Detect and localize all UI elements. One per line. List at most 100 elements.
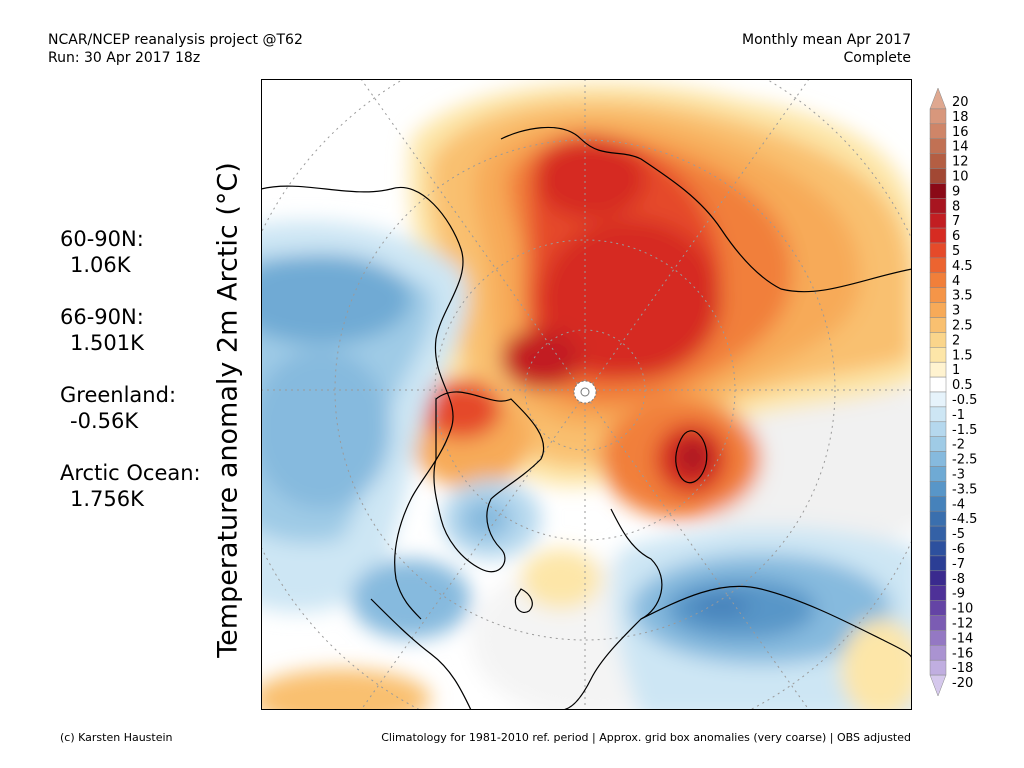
- header-left: NCAR/NCEP reanalysis project @T62 Run: 3…: [48, 31, 303, 67]
- credit: (c) Karsten Haustein: [60, 731, 173, 744]
- colorbar-label: 16: [952, 125, 969, 140]
- stat-label: 66-90N:: [60, 305, 144, 329]
- colorbar-label: 0.5: [952, 378, 973, 393]
- stat-arctic-ocean: Arctic Ocean: 1.756K: [60, 460, 201, 512]
- period-label: Monthly mean Apr 2017: [742, 32, 911, 48]
- colorbar-cell: [929, 510, 947, 527]
- stat-label: Arctic Ocean:: [60, 461, 201, 485]
- stat-value: 1.756K: [70, 487, 144, 511]
- colorbar-label: -20: [952, 676, 973, 691]
- colorbar-cell: [929, 674, 947, 697]
- colorbar-label: 1.5: [952, 348, 973, 363]
- stat-label: Greenland:: [60, 383, 177, 407]
- colorbar-label: -2.5: [952, 453, 977, 468]
- coastlines: [261, 126, 912, 710]
- colorbar-label: -1.5: [952, 423, 977, 438]
- colorbar-cell: [929, 123, 947, 139]
- colorbar-label: -2: [952, 438, 965, 453]
- colorbar-label: 3: [952, 304, 960, 319]
- colorbar-cell: [929, 555, 947, 572]
- colorbar-cell: [929, 436, 947, 452]
- colorbar-cell: [929, 451, 947, 467]
- colorbar-cell: [929, 153, 947, 169]
- colorbar-cell: [929, 108, 947, 125]
- header-right: Monthly mean Apr 2017 Complete: [742, 31, 911, 67]
- stat-60-90n: 60-90N: 1.06K: [60, 226, 201, 278]
- colorbar-label: 7: [952, 214, 960, 229]
- anomaly-field: [261, 82, 912, 710]
- colorbar-cell: [929, 302, 947, 318]
- colorbar-cell: [929, 227, 947, 244]
- pole-marker: [573, 380, 597, 404]
- colorbar-cell: [929, 406, 947, 423]
- colorbar-cell: [929, 138, 947, 154]
- colorbar-label: 9: [952, 184, 960, 199]
- colorbar-cell: [929, 630, 947, 646]
- colorbar-label: -10: [952, 602, 973, 617]
- colorbar-cell: [929, 347, 947, 363]
- colorbar-cell: [929, 87, 947, 110]
- colorbar-label: 8: [952, 199, 960, 214]
- status-label: Complete: [843, 50, 911, 66]
- stat-label: 60-90N:: [60, 227, 144, 251]
- stats-panel: 60-90N: 1.06K 66-90N: 1.501K Greenland: …: [60, 226, 201, 538]
- colorbar-cell: [929, 317, 947, 333]
- colorbar-label: 12: [952, 155, 969, 170]
- colorbar-label: -3: [952, 467, 965, 482]
- stat-value: 1.06K: [70, 253, 131, 277]
- colorbar-cell: [929, 421, 947, 437]
- colorbar: 201816141210987654.543.532.521.510.5-0.5…: [929, 87, 977, 697]
- colorbar-label: 6: [952, 229, 960, 244]
- colorbar-label: 5: [952, 244, 960, 259]
- colorbar-cell: [929, 570, 947, 586]
- colorbar-cell: [929, 183, 947, 199]
- colorbar-label: -7: [952, 557, 965, 572]
- footer-note: Climatology for 1981-2010 ref. period | …: [381, 731, 911, 744]
- colorbar-cell: [929, 645, 947, 661]
- colorbar-label: 20: [952, 95, 969, 110]
- stat-greenland: Greenland: -0.56K: [60, 382, 201, 434]
- colorbar-label: 3.5: [952, 289, 973, 304]
- axis-label: Temperature anomaly 2m Arctic (°C): [212, 162, 244, 658]
- colorbar-cell: [929, 376, 947, 393]
- colorbar-label: -4.5: [952, 512, 977, 527]
- colorbar-label: 2: [952, 333, 960, 348]
- colorbar-cell: [929, 272, 947, 288]
- stat-value: -0.56K: [70, 409, 139, 433]
- colorbar-label: -9: [952, 587, 965, 602]
- colorbar-cell: [929, 540, 947, 557]
- colorbar-label: -1: [952, 408, 965, 423]
- colorbar-cell: [929, 600, 947, 616]
- colorbar-cell: [929, 332, 947, 348]
- colorbar-label: -14: [952, 631, 973, 646]
- colorbar-cell: [929, 615, 947, 631]
- colorbar-cell: [929, 585, 947, 601]
- colorbar-label: 14: [952, 140, 969, 155]
- colorbar-label: -4: [952, 497, 965, 512]
- colorbar-cell: [929, 257, 947, 274]
- colorbar-label: 1: [952, 363, 960, 378]
- colorbar-cell: [929, 496, 947, 512]
- colorbar-label: -5: [952, 527, 965, 542]
- map-frame: [261, 79, 912, 710]
- colorbar-label: -0.5: [952, 393, 977, 408]
- colorbar-cell: [929, 212, 947, 229]
- colorbar-label: 4: [952, 274, 960, 289]
- colorbar-cell: [929, 168, 947, 184]
- colorbar-label: -12: [952, 616, 973, 631]
- colorbar-cell: [929, 391, 947, 408]
- colorbar-label: -8: [952, 572, 965, 587]
- colorbar-label: 2.5: [952, 318, 973, 333]
- colorbar-label: 18: [952, 110, 969, 125]
- stat-66-90n: 66-90N: 1.501K: [60, 304, 201, 356]
- map-title: NCAR/NCEP reanalysis project @T62: [48, 32, 303, 48]
- colorbar-cell: [929, 525, 947, 542]
- colorbar-label: -3.5: [952, 482, 977, 497]
- colorbar-label: -18: [952, 661, 973, 676]
- colorbar-cell: [929, 287, 947, 303]
- colorbar-cell: [929, 198, 947, 214]
- colorbar-label: 4.5: [952, 259, 973, 274]
- stat-value: 1.501K: [70, 331, 144, 355]
- colorbar-label: 10: [952, 169, 969, 184]
- colorbar-cell: [929, 361, 947, 378]
